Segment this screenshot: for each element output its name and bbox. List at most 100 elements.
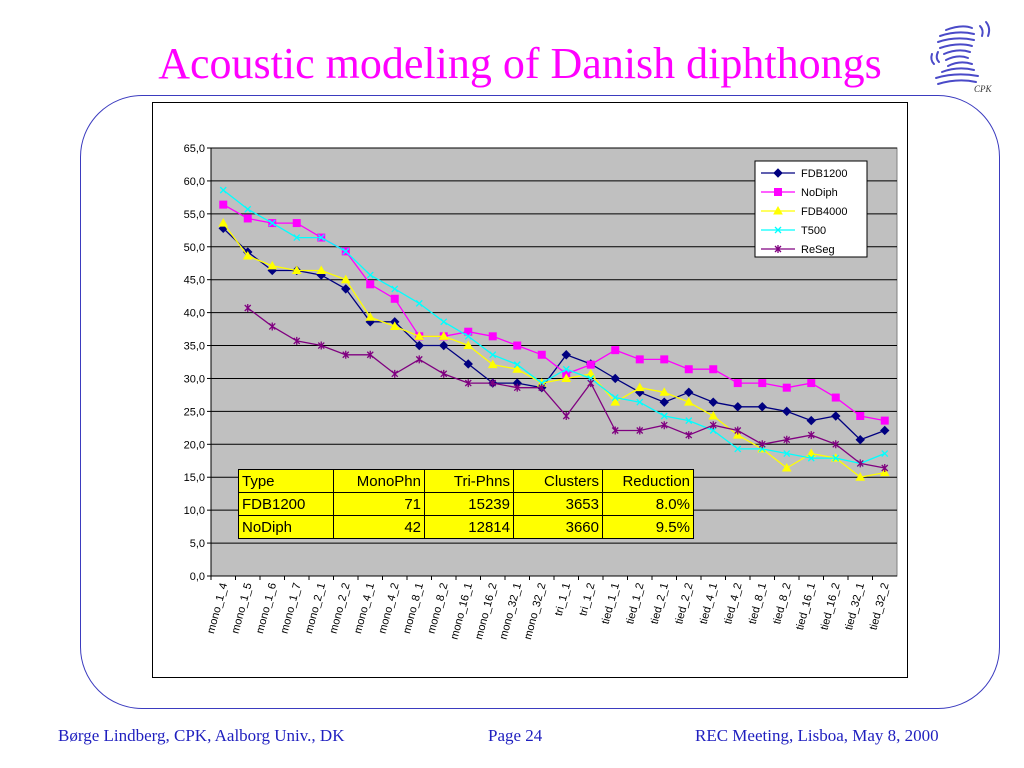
data-point — [391, 369, 399, 378]
data-point — [685, 417, 693, 425]
y-tick-label: 50,0 — [184, 242, 205, 254]
data-point — [774, 226, 782, 234]
footer-event: REC Meeting, Lisboa, May 8, 2000 — [695, 726, 939, 745]
data-point — [218, 218, 229, 227]
y-tick-label: 15,0 — [184, 472, 205, 484]
table-header-triphns: Tri-Phns — [424, 469, 514, 493]
data-point — [391, 285, 399, 293]
x-tick-label: tied_1_2 — [624, 582, 647, 626]
data-point — [855, 434, 865, 445]
x-tick-label: mono_1_6 — [254, 582, 279, 635]
x-tick-label: mono_4_2 — [377, 582, 402, 635]
data-point — [732, 430, 743, 439]
data-point — [585, 368, 596, 378]
data-point — [242, 250, 253, 260]
data-point — [243, 214, 252, 223]
data-point — [610, 397, 621, 406]
x-tick-label: mono_16_1 — [449, 582, 476, 641]
table-cell: NoDiph — [238, 515, 334, 539]
data-point — [291, 265, 302, 274]
y-tick-label: 35,0 — [184, 341, 205, 353]
data-point — [317, 341, 325, 350]
data-point — [389, 321, 400, 330]
data-point — [881, 464, 889, 473]
data-point — [758, 440, 766, 449]
x-tick-label: tri_1_2 — [577, 582, 597, 618]
x-tick-label: tied_2_2 — [673, 582, 696, 626]
data-point — [659, 397, 669, 407]
data-point — [881, 450, 889, 457]
data-point — [561, 373, 572, 382]
data-point — [390, 294, 399, 303]
y-tick-label: 65,0 — [184, 143, 205, 155]
data-point — [708, 410, 719, 420]
data-point — [856, 459, 864, 468]
data-point — [267, 260, 278, 270]
x-tick-label: mono_1_5 — [230, 582, 255, 635]
footer-page: Page 24 — [488, 726, 543, 745]
data-point — [709, 427, 717, 434]
x-tick-label: tied_8_2 — [771, 582, 794, 626]
table-cell: 3653 — [513, 492, 603, 516]
cpk-logo-graphic — [930, 21, 991, 85]
logo-text: CPK — [974, 84, 992, 94]
data-point — [513, 383, 521, 392]
data-point — [538, 383, 546, 392]
data-point — [464, 332, 472, 340]
data-point — [415, 299, 423, 307]
data-point — [244, 304, 252, 313]
data-point — [807, 431, 815, 440]
y-tick-label: 5,0 — [190, 538, 205, 550]
page-title: Acoustic modeling of Danish diphthongs — [158, 39, 882, 88]
data-point — [340, 274, 351, 284]
data-point — [781, 463, 792, 472]
data-point — [831, 411, 841, 421]
table-cell: 8.0% — [602, 492, 694, 516]
data-point — [439, 340, 449, 351]
y-tick-label: 30,0 — [184, 373, 205, 385]
data-point — [774, 188, 782, 196]
x-tick-label: tied_32_2 — [868, 582, 892, 632]
data-point — [415, 355, 423, 364]
data-point — [562, 365, 570, 373]
data-point — [660, 412, 668, 420]
data-point — [463, 359, 473, 369]
data-point — [832, 454, 840, 462]
x-tick-label: mono_8_1 — [401, 582, 426, 635]
data-point — [659, 387, 670, 396]
data-point — [774, 245, 782, 253]
series-line-fdb1200 — [222, 227, 886, 441]
data-point — [782, 406, 792, 417]
table-row: NoDiph 42 12814 3660 9.5% — [238, 515, 694, 539]
data-point — [880, 425, 890, 436]
data-point — [316, 265, 327, 274]
data-point — [341, 284, 351, 294]
data-point — [708, 397, 718, 407]
data-point — [268, 322, 276, 331]
legend-label: FDB4000 — [801, 206, 847, 218]
data-point — [709, 421, 717, 430]
data-point — [757, 402, 767, 412]
data-point — [683, 397, 694, 406]
data-point — [268, 219, 276, 227]
data-point — [733, 402, 743, 412]
x-tick-label: tied_8_1 — [747, 582, 770, 626]
x-tick-label: mono_32_2 — [522, 582, 549, 641]
table-cell: 3660 — [513, 515, 603, 539]
x-tick-label: tri_1_1 — [553, 582, 573, 618]
x-tick-label: tied_1_1 — [600, 582, 623, 626]
data-point — [587, 379, 595, 388]
data-point — [414, 331, 425, 340]
data-point — [366, 280, 375, 289]
data-point — [734, 445, 742, 453]
x-tick-label: tied_16_1 — [794, 582, 818, 632]
x-tick-label: mono_4_1 — [352, 582, 377, 635]
table-header-row: Type MonoPhn Tri-Phns Clusters Reduction — [238, 469, 694, 493]
data-point — [773, 168, 783, 178]
x-tick-label: mono_8_2 — [426, 582, 451, 635]
legend — [754, 160, 868, 258]
table-cell: 42 — [333, 515, 425, 539]
y-tick-label: 45,0 — [184, 275, 205, 287]
series-line-t500 — [222, 189, 886, 465]
legend-label: NoDiph — [801, 187, 838, 199]
